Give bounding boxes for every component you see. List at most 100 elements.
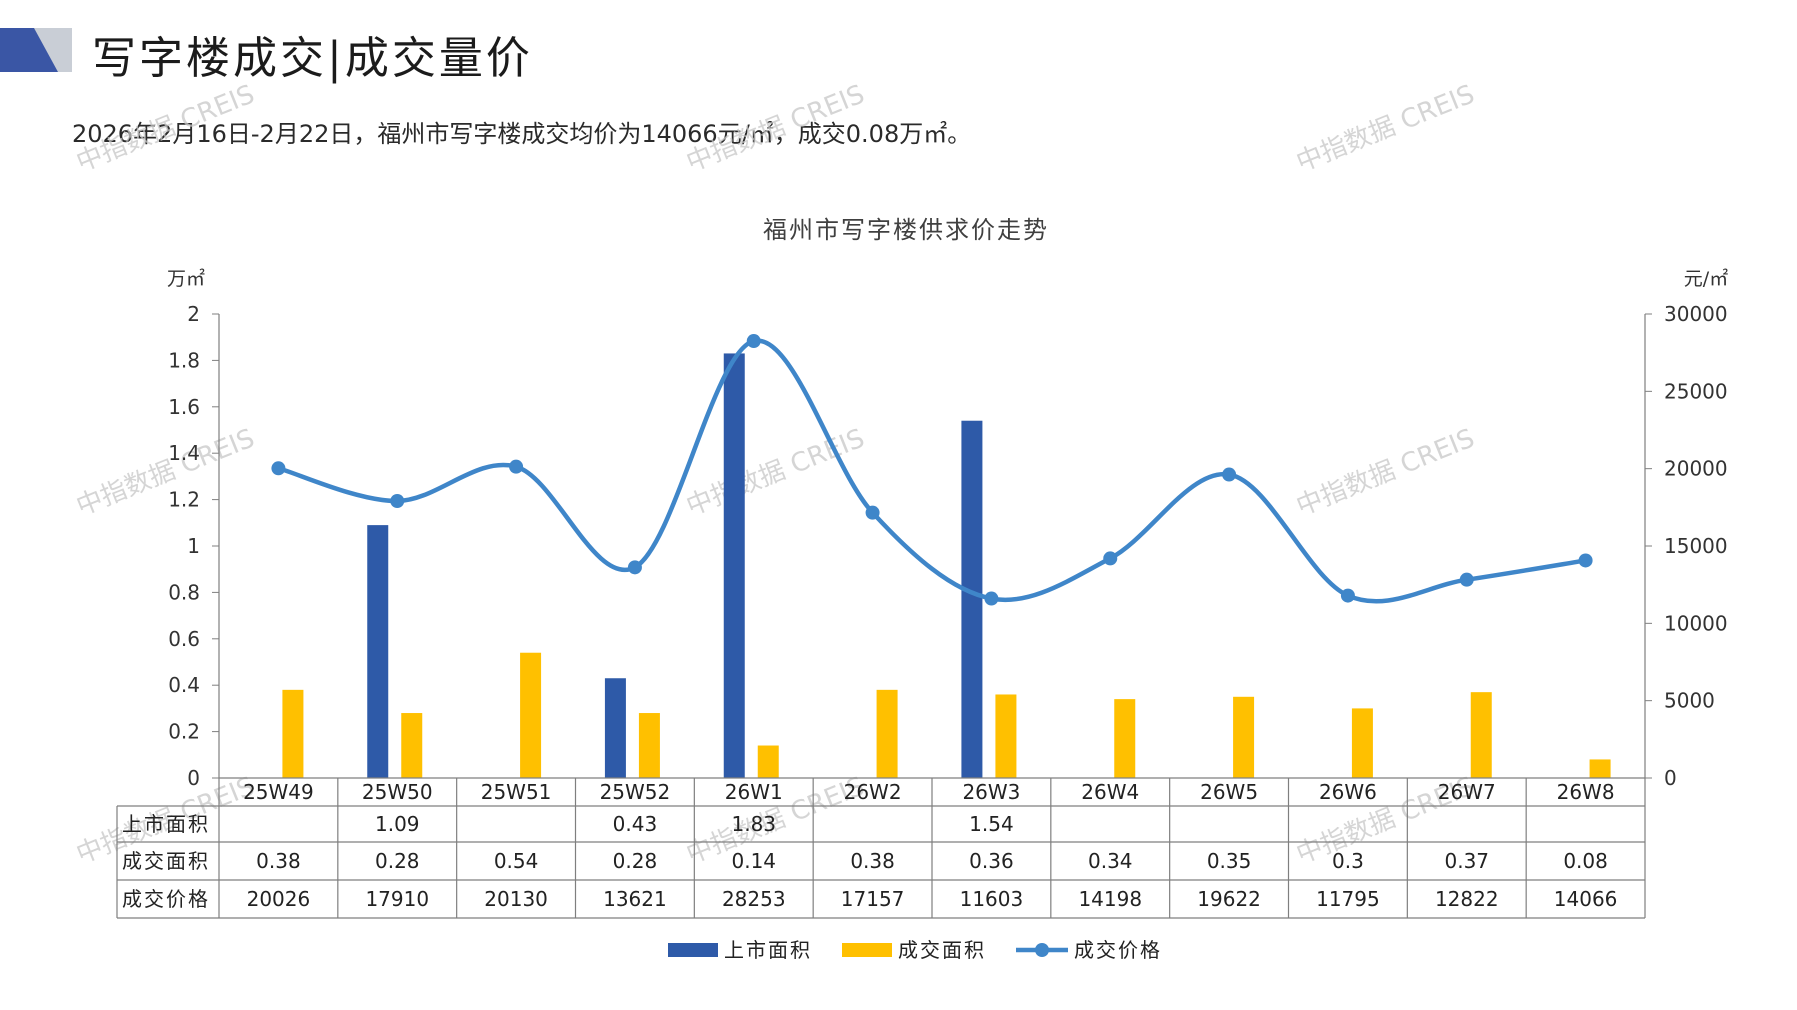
left-axis-tick-label: 0.4 — [168, 673, 200, 697]
deal-area-bar — [876, 689, 898, 778]
category-label: 25W49 — [243, 780, 314, 804]
left-axis-tick-label: 1.6 — [168, 395, 200, 419]
deal-area-bar — [1233, 696, 1255, 778]
deal-area-bar — [638, 713, 660, 778]
category-label: 26W3 — [962, 780, 1020, 804]
left-axis-unit: 万㎡ — [167, 267, 205, 290]
legend-label-listed: 上市面积 — [724, 938, 812, 962]
left-axis-tick-label: 1 — [187, 534, 200, 558]
deal-price-point — [509, 459, 524, 474]
table-cell-value: 0.34 — [1088, 849, 1133, 873]
table-cell-value: 0.28 — [375, 849, 420, 873]
deal-area-bar — [757, 745, 779, 778]
deal-price-point — [865, 505, 880, 520]
deal-area-bar — [1470, 692, 1492, 778]
table-cell-value: 0.08 — [1563, 849, 1608, 873]
legend-swatch-price-point — [1035, 943, 1049, 957]
table-row-header: 成交价格 — [122, 887, 210, 911]
deal-area-bar — [1351, 708, 1373, 778]
category-label: 26W6 — [1319, 780, 1377, 804]
table-cell-value: 11795 — [1316, 887, 1380, 911]
category-label: 26W7 — [1438, 780, 1496, 804]
deal-area-bar — [995, 694, 1017, 778]
deal-price-point — [746, 334, 761, 349]
table-cell-value: 0.54 — [494, 849, 539, 873]
right-axis-tick-label: 20000 — [1664, 457, 1728, 481]
table-row-header: 成交面积 — [122, 849, 210, 873]
table-cell-value: 20026 — [247, 887, 311, 911]
right-axis-tick-label: 0 — [1664, 766, 1677, 790]
deal-price-point — [1578, 553, 1593, 568]
table-cell-value: 14066 — [1554, 887, 1618, 911]
category-label: 25W50 — [362, 780, 433, 804]
right-axis-tick-label: 25000 — [1664, 379, 1728, 403]
legend-label-deal: 成交面积 — [898, 938, 986, 962]
table-cell-value: 28253 — [722, 887, 786, 911]
listed-area-bar — [723, 353, 745, 778]
table-cell-value: 14198 — [1078, 887, 1142, 911]
right-axis-tick-label: 10000 — [1664, 611, 1728, 635]
page-title: 写字楼成交|成交量价 — [92, 33, 533, 84]
table-cell-value: 1.54 — [969, 812, 1014, 836]
table-cell-value: 20130 — [484, 887, 548, 911]
left-axis-tick-label: 2 — [187, 302, 200, 326]
left-axis-tick-label: 0.6 — [168, 627, 200, 651]
table-cell-value: 0.36 — [969, 849, 1014, 873]
right-axis-tick-label: 15000 — [1664, 534, 1728, 558]
category-label: 25W52 — [600, 780, 671, 804]
table-cell-value: 0.43 — [613, 812, 658, 836]
left-axis-tick-label: 1.4 — [168, 441, 200, 465]
table-row-header: 上市面积 — [122, 812, 210, 836]
header-deco-dark-shape — [0, 28, 58, 72]
listed-area-bar — [367, 525, 389, 778]
table-cell-value: 0.38 — [256, 849, 301, 873]
deal-price-point — [1340, 588, 1355, 603]
left-axis-tick-label: 1.8 — [168, 348, 200, 372]
summary-text: 2026年2月16日-2月22日，福州市写字楼成交均价为14066元/㎡，成交0… — [72, 120, 972, 148]
deal-area-bar — [401, 713, 423, 778]
left-axis-tick-label: 0.8 — [168, 580, 200, 604]
deal-price-point — [984, 591, 999, 606]
legend-label-price: 成交价格 — [1074, 938, 1162, 962]
deal-price-point — [271, 461, 286, 476]
chart-title: 福州市写字楼供求价走势 — [763, 216, 1049, 244]
table-cell-value: 12822 — [1435, 887, 1499, 911]
left-axis-tick-label: 0.2 — [168, 720, 200, 744]
table-cell-value: 0.38 — [850, 849, 895, 873]
table-cell-value: 11603 — [960, 887, 1024, 911]
category-label: 26W4 — [1081, 780, 1139, 804]
right-axis-tick-label: 30000 — [1664, 302, 1728, 326]
table-cell-value: 13621 — [603, 887, 667, 911]
deal-price-point — [1222, 467, 1237, 482]
table-cell-value: 1.83 — [731, 812, 776, 836]
deal-area-bar — [1589, 759, 1611, 778]
left-axis-tick-label: 0 — [187, 766, 200, 790]
right-axis-unit: 元/㎡ — [1684, 267, 1728, 290]
deal-area-bar — [520, 652, 542, 778]
table-cell-value: 0.28 — [613, 849, 658, 873]
table-cell-value: 0.37 — [1444, 849, 1489, 873]
deal-price-point — [627, 560, 642, 575]
category-label: 26W2 — [844, 780, 902, 804]
legend-swatch-deal — [842, 943, 892, 957]
right-axis-tick-label: 5000 — [1664, 689, 1715, 713]
table-cell-value: 0.14 — [731, 849, 776, 873]
deal-price-point — [1459, 572, 1474, 587]
table-cell-value: 19622 — [1197, 887, 1261, 911]
header-decoration — [0, 28, 72, 72]
deal-price-point — [390, 493, 405, 508]
listed-area-bar — [604, 678, 626, 778]
deal-price-line — [277, 338, 1586, 604]
left-axis-tick-label: 1.2 — [168, 488, 200, 512]
category-label: 26W5 — [1200, 780, 1258, 804]
deal-price-point — [1103, 551, 1118, 566]
table-cell-value: 1.09 — [375, 812, 420, 836]
deal-area-bar — [282, 689, 304, 778]
table-cell-value: 0.3 — [1332, 849, 1364, 873]
legend-swatch-listed — [668, 943, 718, 957]
category-label: 26W1 — [725, 780, 783, 804]
listed-area-bar — [961, 420, 983, 778]
table-cell-value: 17910 — [365, 887, 429, 911]
table-cell-value: 17157 — [841, 887, 905, 911]
